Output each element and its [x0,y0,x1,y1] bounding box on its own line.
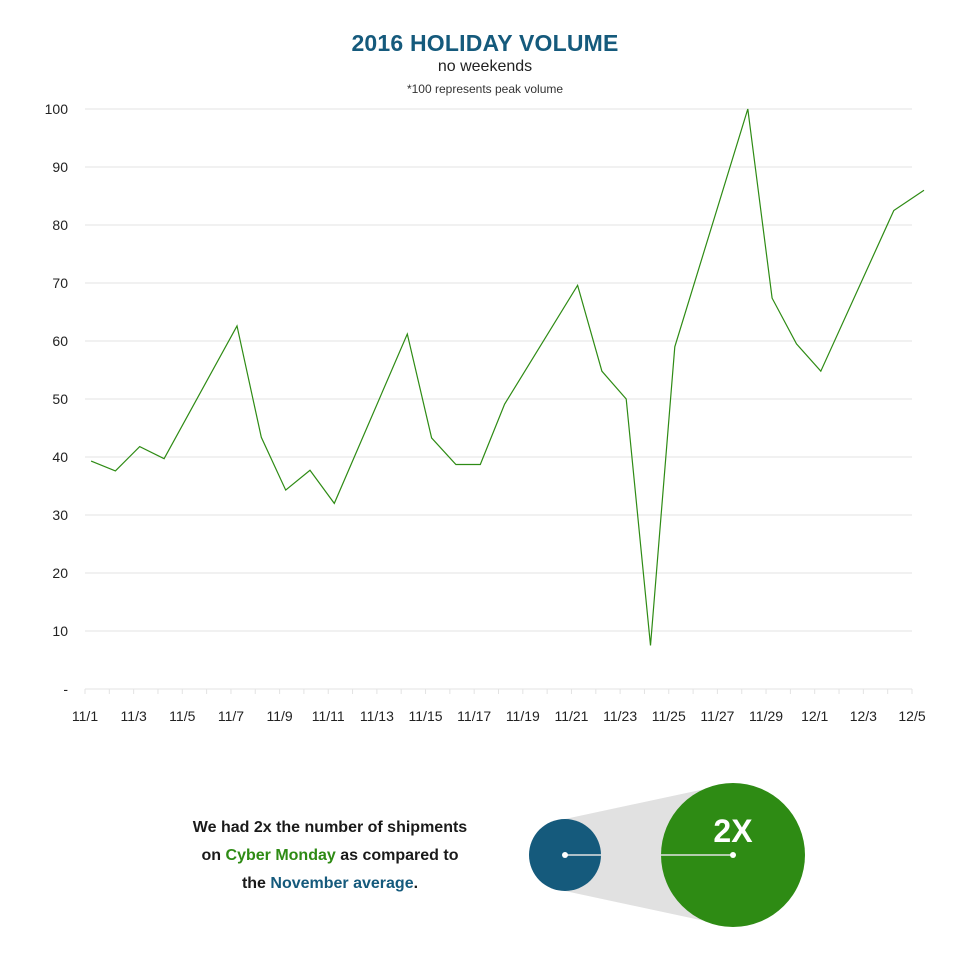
y-tick-label: 10 [52,623,68,639]
callout-november-average: November average [270,875,414,892]
x-tick-label: 11/17 [457,708,491,724]
callout-text: We had 2x the number of shipments on Cyb… [150,814,510,898]
x-tick-label: 11/23 [603,708,637,724]
x-tick-label: 11/13 [360,708,394,724]
x-tick-label: 12/1 [801,708,828,724]
x-tick-label: 11/9 [266,708,292,724]
y-tick-label: 30 [52,507,68,523]
y-tick-label: 60 [52,333,68,349]
volume-series-line [90,108,925,646]
x-tick-label: 11/1 [72,708,98,724]
callout-line-3-post: . [413,875,419,892]
chart-note: *100 represents peak volume [406,82,564,96]
connector-dot-left [562,852,568,858]
x-axis: 11/1 11/3 11/5 11/7 11/9 11/11 11/13 11/15 11/17… [72,689,926,724]
callout-line-1: We had 2x the number of shipments [150,814,510,842]
y-tick-label: - [63,681,68,697]
x-tick-label: 11/21 [554,708,588,724]
callout-line-3: the November average. [150,870,510,898]
callout-line-1-post: the number of shipments [271,819,468,836]
x-tick-label: 11/3 [121,708,147,724]
grid-layer [85,108,912,690]
x-tick-label: 12/5 [898,708,925,724]
callout-cyber-monday: Cyber Monday [225,847,336,864]
x-tick-label: 11/27 [700,708,734,724]
x-tick-label: 11/5 [169,708,195,724]
y-tick-label: 80 [52,217,68,233]
x-tick-label: 11/7 [218,708,244,724]
callout-line-2-pre: on [201,847,226,864]
callout-line-1-pre: We had [192,819,254,836]
y-axis: - 10 20 30 40 50 60 70 80 90 100 [45,101,69,697]
callout-line-2: on Cyber Monday as compared to [150,842,510,870]
connector-dot-right [730,852,736,858]
x-tick-label: 11/11 [312,708,345,724]
comparison-graphic: 2X [529,783,805,927]
y-tick-label: 70 [52,275,68,291]
callout-line-3-pre: the [241,875,271,892]
x-tick-label: 11/15 [409,708,443,724]
x-tick-label: 11/19 [506,708,540,724]
x-tick-label: 11/29 [749,708,783,724]
callout-line-2-post: as compared to [335,847,459,864]
chart-title: 2016 HOLIDAY VOLUME [351,30,619,56]
series-layer [90,108,925,646]
x-tick-label: 12/3 [850,708,877,724]
y-tick-label: 90 [52,159,68,175]
big-multiplier-label: 2X [713,813,753,849]
y-tick-label: 20 [52,565,68,581]
x-tick-label: 11/25 [652,708,686,724]
callout-multiplier: 2x [253,819,272,836]
y-tick-label: 100 [45,101,69,117]
chart-subtitle: no weekends [437,58,533,75]
y-tick-label: 40 [52,449,68,465]
y-tick-label: 50 [52,391,68,407]
